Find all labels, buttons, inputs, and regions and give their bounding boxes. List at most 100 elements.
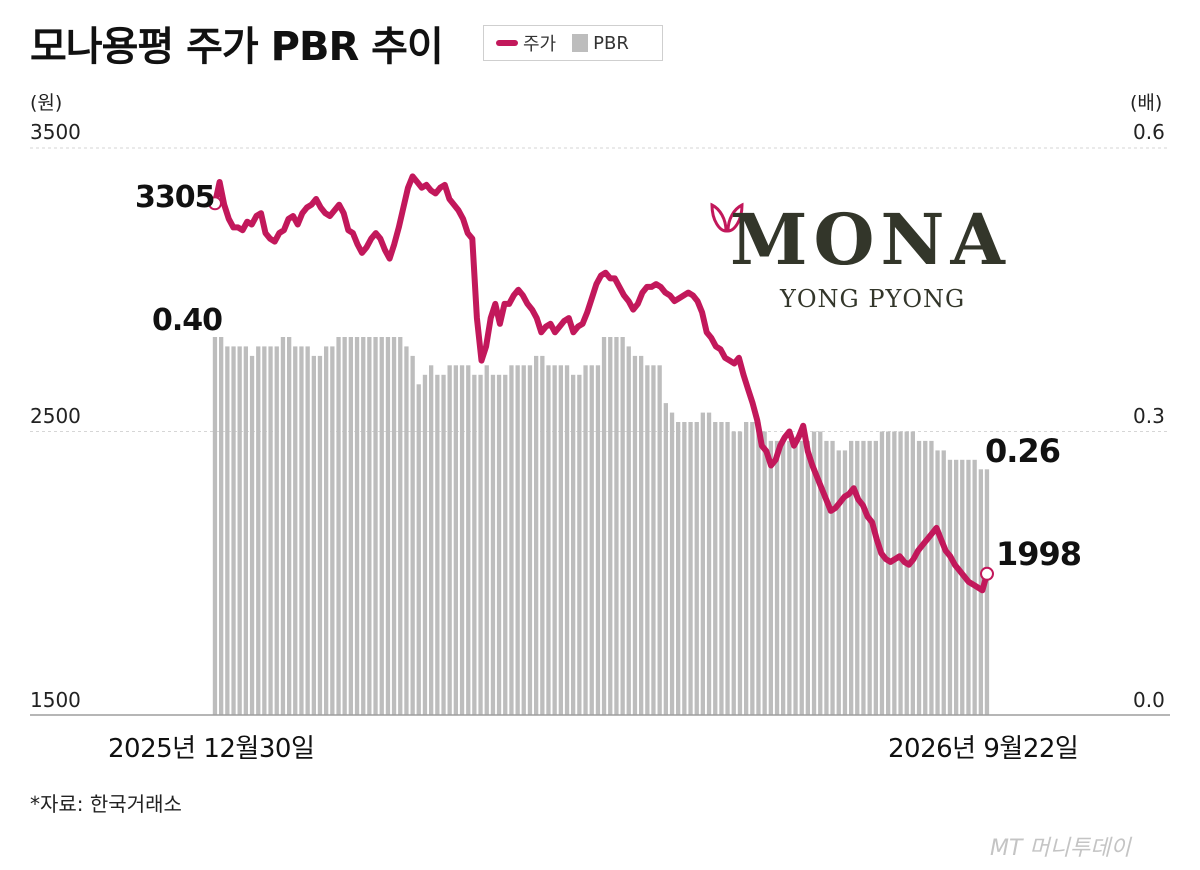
pbr-bar bbox=[756, 422, 761, 715]
pbr-bar bbox=[626, 346, 631, 715]
pbr-bar bbox=[700, 412, 705, 715]
pbr-bar bbox=[620, 337, 625, 715]
right-tick-top: 0.6 bbox=[1133, 120, 1165, 144]
pbr-bar bbox=[954, 459, 959, 715]
pbr-bar bbox=[422, 374, 428, 715]
pbr-bar bbox=[435, 374, 440, 715]
pbr-bar bbox=[694, 422, 699, 715]
pbr-bar bbox=[824, 440, 829, 715]
pbr-bar bbox=[354, 337, 360, 715]
pbr-bar bbox=[941, 450, 946, 715]
right-tick-mid: 0.3 bbox=[1133, 404, 1165, 428]
pbr-bar bbox=[904, 431, 909, 715]
pbr-bar bbox=[330, 346, 335, 715]
pbr-bar bbox=[762, 431, 767, 715]
pbr-bar bbox=[966, 459, 971, 715]
pbr-bar bbox=[496, 374, 502, 715]
legend-item-price: 주가 bbox=[484, 30, 556, 56]
pbr-bar bbox=[787, 440, 792, 715]
pbr-bar bbox=[466, 365, 471, 715]
pbr-bar bbox=[268, 346, 273, 715]
pbr-bar bbox=[280, 337, 286, 715]
pbr-bar bbox=[515, 365, 520, 715]
pbr-bar bbox=[830, 440, 835, 715]
pbr-bar bbox=[923, 440, 928, 715]
pbr-bar bbox=[651, 365, 656, 715]
pbr-bar bbox=[781, 440, 786, 715]
pbr-bar bbox=[663, 403, 668, 715]
pbr-bar bbox=[676, 422, 681, 715]
pbr-bar bbox=[935, 450, 940, 715]
pbr-bar bbox=[731, 431, 736, 715]
pbr-bar bbox=[873, 440, 878, 715]
pbr-bar bbox=[639, 355, 644, 715]
pbr-bar bbox=[317, 355, 323, 715]
pbr-start-label: 0.40 bbox=[152, 303, 223, 338]
pbr-bar bbox=[842, 450, 848, 715]
pbr-bar bbox=[614, 337, 619, 715]
pbr-bar bbox=[564, 365, 570, 715]
legend-swatch-pbr bbox=[572, 34, 589, 52]
pbr-bar bbox=[713, 422, 718, 715]
pbr-bar bbox=[311, 355, 316, 715]
pbr-bar bbox=[793, 440, 798, 715]
pbr-bar bbox=[324, 346, 329, 715]
pbr-bar bbox=[410, 355, 415, 715]
pbr-bar bbox=[849, 440, 854, 715]
pbr-bar bbox=[509, 365, 514, 715]
pbr-bar bbox=[669, 412, 675, 715]
pbr-bar bbox=[768, 440, 773, 715]
pbr-bar bbox=[484, 365, 489, 715]
pbr-bar bbox=[645, 365, 650, 715]
pbr-bar bbox=[818, 431, 823, 715]
pbr-bar bbox=[342, 337, 347, 715]
pbr-end-label: 0.26 bbox=[985, 432, 1061, 470]
pbr-bar bbox=[774, 440, 780, 715]
pbr-bar bbox=[608, 337, 613, 715]
pbr-bar bbox=[262, 346, 267, 715]
pbr-bar bbox=[348, 337, 353, 715]
pbr-bar bbox=[552, 365, 557, 715]
pbr-bar bbox=[916, 440, 922, 715]
pbr-bar bbox=[379, 337, 384, 715]
pbr-bar bbox=[984, 469, 990, 715]
pbr-bar bbox=[947, 459, 953, 715]
pbr-bar bbox=[706, 412, 712, 715]
pbr-bar bbox=[219, 337, 224, 715]
right-axis-unit: (배) bbox=[1130, 92, 1163, 114]
pbr-bar bbox=[799, 440, 804, 715]
pbr-bar bbox=[478, 374, 483, 715]
pbr-bar bbox=[472, 374, 477, 715]
mona-logo-word: MONA bbox=[730, 198, 1011, 281]
pbr-bar bbox=[583, 365, 588, 715]
pbr-bar bbox=[404, 346, 409, 715]
pbr-bar bbox=[595, 365, 601, 715]
pbr-bar bbox=[249, 355, 255, 715]
pbr-bar bbox=[960, 459, 965, 715]
pbr-bar bbox=[601, 337, 607, 715]
left-axis-unit: (원) bbox=[30, 92, 63, 114]
pbr-bar bbox=[416, 384, 421, 716]
pbr-bar bbox=[398, 337, 403, 715]
pbr-bar bbox=[256, 346, 261, 715]
pbr-bar bbox=[546, 365, 551, 715]
pbr-bar bbox=[225, 346, 230, 715]
x-label-end: 2026년 9월22일 bbox=[888, 734, 1079, 764]
pbr-bar bbox=[558, 365, 563, 715]
pbr-bar bbox=[521, 365, 526, 715]
pbr-bar bbox=[441, 374, 446, 715]
chart-title: 모나용평 주가 PBR 추이 bbox=[30, 24, 444, 70]
pbr-bar bbox=[836, 450, 841, 715]
pbr-bar bbox=[527, 365, 533, 715]
price-end-label: 1998 bbox=[996, 535, 1082, 573]
pbr-bar bbox=[737, 431, 743, 715]
pbr-bar bbox=[287, 337, 292, 715]
pbr-bar bbox=[577, 374, 582, 715]
pbr-bar bbox=[231, 346, 236, 715]
pbr-bar bbox=[688, 422, 693, 715]
pbr-bar bbox=[299, 346, 304, 715]
pbr-bar bbox=[212, 337, 218, 715]
watermark: MT 머니투데이 bbox=[990, 836, 1131, 861]
mona-logo-sub: YONG PYONG bbox=[780, 285, 966, 313]
